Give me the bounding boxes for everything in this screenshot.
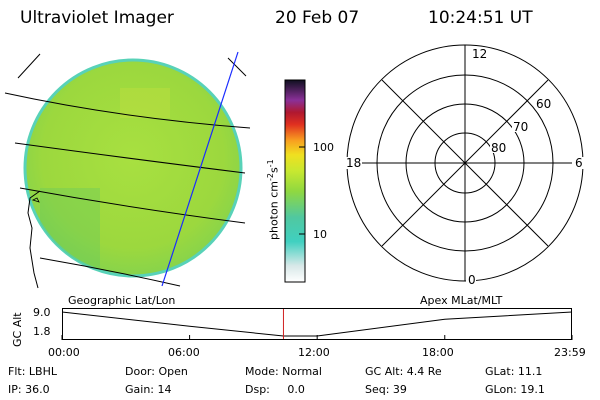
latitude-line bbox=[14, 142, 246, 174]
mlat-label-80: 80 bbox=[491, 141, 506, 155]
mlt-label-0: 0 bbox=[468, 273, 476, 287]
latitude-line bbox=[4, 92, 251, 129]
info-glon: GLon: 19.1 bbox=[485, 383, 545, 396]
info-ip: IP: 36.0 bbox=[8, 383, 50, 396]
x-tick-2359: 23:59 bbox=[554, 346, 586, 359]
colorbar-tick-100: 100 bbox=[313, 141, 334, 154]
x-tick-0000: 00:00 bbox=[48, 346, 80, 359]
info-gain: Gain: 14 bbox=[125, 383, 172, 396]
latitude-line bbox=[39, 257, 181, 287]
info-flt: Flt: LBHL bbox=[8, 365, 57, 378]
mlat-label-60: 60 bbox=[536, 97, 551, 111]
x-tick-1200: 12:00 bbox=[298, 346, 330, 359]
info-gc-alt: GC Alt: 4.4 Re bbox=[365, 365, 442, 378]
longitude-line bbox=[17, 53, 41, 79]
mlt-label-18: 18 bbox=[346, 156, 361, 170]
magnetic-meridian-line bbox=[161, 51, 239, 287]
latitude-line bbox=[19, 187, 246, 224]
timeline-left-caption: Geographic Lat/Lon bbox=[68, 294, 176, 307]
longitude-line bbox=[227, 57, 247, 77]
info-door: Door: Open bbox=[125, 365, 188, 378]
x-tick-1800: 18:00 bbox=[422, 346, 454, 359]
y-tick-9: 9.0 bbox=[33, 306, 51, 319]
y-tick-1.8: 1.8 bbox=[33, 325, 51, 338]
instrument-title: Ultraviolet Imager bbox=[20, 8, 174, 28]
info-dsp: Dsp: 0.0 bbox=[245, 383, 305, 396]
colorbar-tick-10: 10 bbox=[313, 228, 327, 241]
coastline bbox=[31, 197, 40, 203]
info-mode: Mode: Normal bbox=[245, 365, 322, 378]
x-tick-0600: 06:00 bbox=[168, 346, 200, 359]
mlt-label-6: 6 bbox=[575, 156, 583, 170]
polar-grid: 12 18 6 0 60 70 80 bbox=[344, 44, 584, 287]
mlt-label-12: 12 bbox=[472, 47, 487, 61]
colorbar bbox=[284, 79, 306, 283]
info-seq: Seq: 39 bbox=[365, 383, 407, 396]
image-time: 10:24:51 UT bbox=[428, 8, 533, 28]
colorbar-unit-label: photon cm-2s-1 bbox=[266, 159, 281, 240]
mlat-label-70: 70 bbox=[513, 120, 528, 134]
altitude-timeline-plot bbox=[61, 308, 573, 340]
uv-image-panel bbox=[4, 51, 251, 289]
altitude-curve bbox=[61, 311, 573, 337]
coastline bbox=[27, 190, 41, 289]
gc-alt-axis-label: GC Alt bbox=[11, 312, 24, 347]
timeline-right-caption: Apex MLat/MLT bbox=[420, 294, 503, 307]
info-glat: GLat: 11.1 bbox=[485, 365, 543, 378]
image-date: 20 Feb 07 bbox=[275, 8, 360, 28]
